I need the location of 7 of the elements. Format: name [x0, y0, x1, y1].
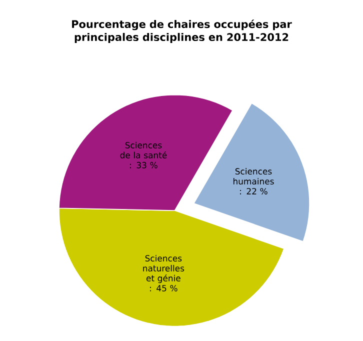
data-label: : 22 % [240, 188, 268, 194]
slice-label: Sciences naturelles et génie [143, 254, 184, 284]
slice-label: Sciences de la santé [120, 142, 167, 158]
data-label: : 33 % [130, 162, 158, 168]
slice-label: Sciences humaines [233, 168, 274, 185]
chart-title: Pourcentage de chaires occupées par principales disciplines en 2011-2012 [72, 20, 292, 44]
data-label: : 45 % [150, 284, 178, 292]
